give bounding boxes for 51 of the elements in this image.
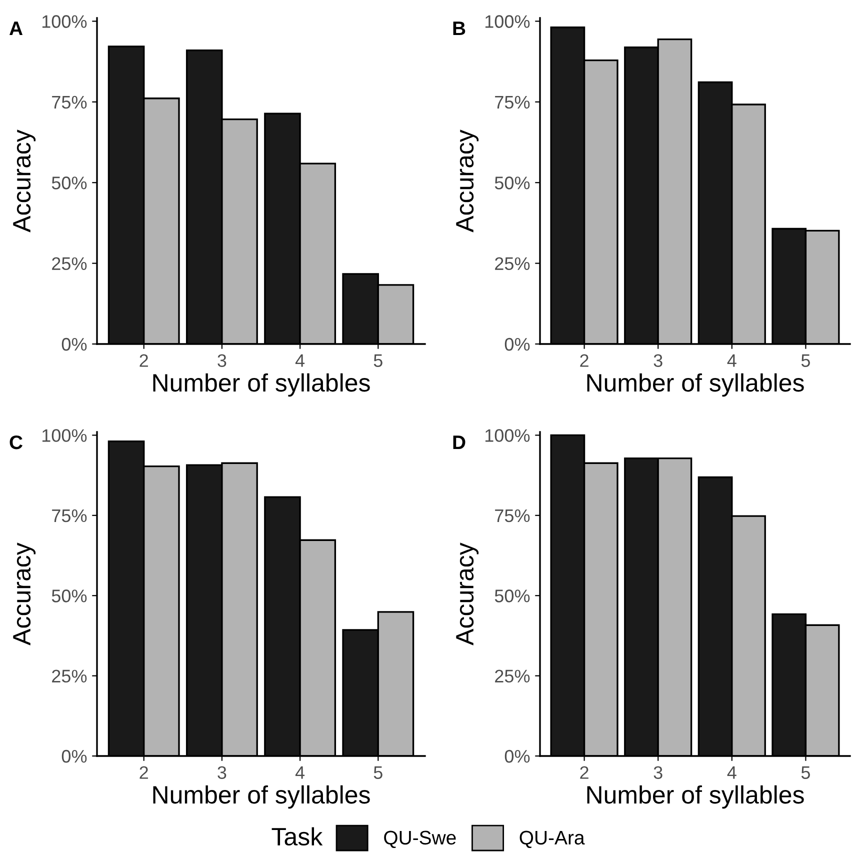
y-axis-title: Accuracy [13,542,36,646]
y-tick-label: 100% [485,429,530,442]
x-tick-label: 2 [580,766,588,779]
y-tick-label: 50% [494,590,530,602]
x-tick-label: 3 [218,766,226,779]
y-tick-label: 50% [52,176,87,190]
y-tick-label: 100% [485,15,530,28]
y-tick-label: 25% [495,670,530,683]
x-tick-label: 5 [374,766,382,779]
y-tick-label: 0% [62,750,87,763]
y-tick-label: 100% [42,429,87,442]
x-tick-label: 4 [295,766,305,779]
x-tick-label: 2 [140,766,148,779]
chart-title: D [453,436,466,450]
x-tick-label: 2 [140,354,148,367]
y-tick-label: 75% [52,96,87,109]
y-tick-label: 50% [52,590,87,602]
x-axis-title: Number of syllables [153,373,370,397]
chart-title: C [10,435,23,450]
y-tick-label: 25% [52,257,87,270]
y-axis-title: Accuracy [13,130,36,232]
x-tick-label: 3 [218,354,226,367]
legend-label: QU-Ara [520,830,585,848]
x-tick-label: 4 [727,354,736,367]
y-tick-label: 50% [494,176,530,190]
y-tick-label: 0% [504,338,530,351]
y-tick-label: 0% [504,750,530,763]
y-tick-label: 100% [42,15,87,28]
y-axis-title: Accuracy [456,130,479,232]
x-axis-title: Number of syllables [153,785,370,809]
x-tick-label: 4 [295,354,305,367]
x-tick-label: 5 [374,354,382,367]
y-tick-label: 75% [495,96,530,109]
y-tick-label: 75% [52,509,87,522]
x-axis-title: Number of syllables [587,785,804,809]
chart-title: B [453,22,466,36]
x-tick-label: 5 [801,354,810,367]
chart-title: A [9,22,23,36]
y-axis-title: Accuracy [456,542,479,646]
x-tick-label: 3 [654,766,662,779]
y-tick-label: 25% [52,670,87,683]
legend-title: Task [272,827,323,846]
y-tick-label: 0% [62,338,87,351]
legend-label: QU-Swe [384,830,456,848]
x-tick-label: 3 [654,354,662,367]
x-tick-label: 2 [580,354,588,367]
y-tick-label: 75% [495,509,530,522]
x-tick-label: 5 [801,766,810,779]
y-tick-label: 25% [495,257,530,270]
x-axis-title: Number of syllables [587,373,804,397]
x-tick-label: 4 [727,766,736,779]
